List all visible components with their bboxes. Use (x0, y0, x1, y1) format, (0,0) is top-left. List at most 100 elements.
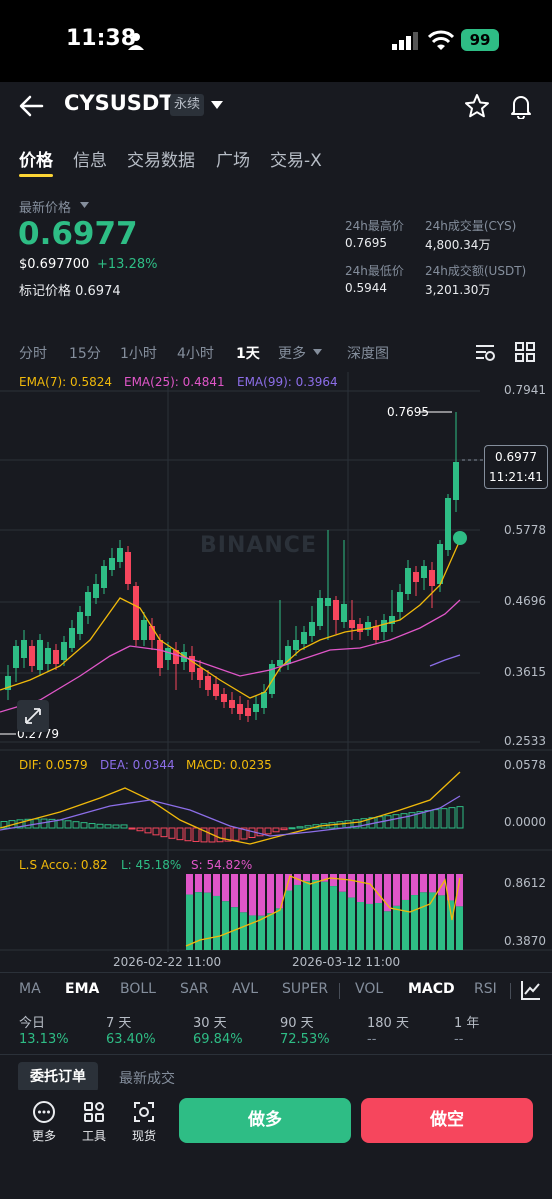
tab-trading-data[interactable]: 交易数据 (127, 151, 195, 171)
indicator-avl[interactable]: AVL (232, 981, 259, 997)
tab-open-orders[interactable]: 委托订单 (18, 1062, 98, 1092)
status-time: 11:38 (66, 26, 137, 51)
perf-value-1y: -- (454, 1032, 464, 1047)
indicator-ema[interactable]: EMA (65, 981, 100, 997)
macd-histogram-bar (448, 807, 456, 829)
macd-histogram-bar (408, 812, 416, 829)
short-ratio-bar (447, 874, 454, 901)
current-price-value: 0.6977 (495, 450, 537, 464)
indicator-macd[interactable]: MACD (408, 981, 455, 997)
short-ratio-bar (393, 874, 400, 906)
bullish-candle (21, 640, 27, 658)
long-ratio-bar (267, 913, 274, 950)
sell-short-button[interactable]: 做空 (361, 1098, 533, 1143)
date-axis-tick: 2026-03-12 11:00 (292, 955, 401, 969)
tab-info[interactable]: 信息 (73, 151, 107, 171)
tools-button[interactable]: 工具 (74, 1100, 114, 1144)
indicator-super[interactable]: SUPER (282, 981, 329, 997)
interval-depth[interactable]: 深度图 (347, 346, 389, 362)
bullish-candle (141, 620, 147, 640)
tab-trade-x[interactable]: 交易-X (270, 151, 322, 171)
short-ratio-bar (348, 874, 355, 898)
perf-value-180d: -- (367, 1032, 377, 1047)
chart-settings-icon[interactable] (474, 342, 496, 362)
perf-value-30d: 69.84% (193, 1032, 243, 1047)
tab-square[interactable]: 广场 (216, 151, 250, 171)
macd-axis-tick: 0.0000 (504, 815, 546, 829)
macd-histogram-bar (264, 827, 272, 835)
star-icon[interactable] (464, 93, 490, 119)
macd-histogram-bar (104, 824, 112, 829)
indicator-sar[interactable]: SAR (180, 981, 209, 997)
interval-1h[interactable]: 1小时 (120, 346, 157, 362)
macd-histogram-bar (384, 815, 392, 829)
tab-price[interactable]: 价格 (19, 151, 53, 171)
latest-price-label[interactable]: 最新价格 (19, 201, 72, 216)
long-ratio-bar (366, 903, 373, 950)
change-percent: +13.28% (97, 257, 158, 272)
indicator-ma[interactable]: MA (19, 981, 41, 997)
bottom-action-bar: 更多 工具 现货 做多 做空 (0, 1090, 552, 1199)
ls-long-legend: L: 45.18% (121, 858, 182, 872)
interval-more[interactable]: 更多 (278, 346, 306, 362)
short-ratio-bar (339, 874, 346, 892)
main-tabs: 价格 信息 交易数据 广场 交易-X (0, 140, 552, 180)
short-ratio-bar (231, 874, 238, 908)
expand-chart-button[interactable] (17, 700, 49, 732)
long-ratio-bar (240, 912, 247, 950)
perf-value-7d: 63.40% (106, 1032, 156, 1047)
price-axis-tick: 0.5778 (504, 523, 546, 537)
bullish-candle (109, 558, 115, 570)
indicator-vol[interactable]: VOL (355, 981, 384, 997)
candlestick-chart[interactable] (0, 372, 552, 952)
bullish-candle (381, 620, 387, 632)
bullish-candle (277, 660, 283, 666)
more-button[interactable]: 更多 (24, 1100, 64, 1144)
long-ratio-bar (402, 899, 409, 950)
macd-histogram-bar (440, 808, 448, 829)
ls-axis-tick: 0.3870 (504, 934, 546, 948)
interval-1d[interactable]: 1天 (236, 346, 260, 362)
bullish-candle (61, 642, 67, 660)
more-icon (33, 1101, 55, 1123)
spot-button[interactable]: 现货 (124, 1100, 164, 1144)
price-axis-tick: 0.4696 (504, 594, 546, 608)
caret-down-icon[interactable] (80, 202, 89, 208)
back-arrow-icon[interactable] (18, 94, 44, 118)
interval-time[interactable]: 分时 (19, 346, 47, 362)
bearish-candle (373, 626, 379, 640)
bearish-candle (197, 668, 203, 680)
long-ratio-bar (330, 886, 337, 950)
macd-histogram-bar (72, 821, 80, 829)
caret-down-icon[interactable] (313, 349, 322, 355)
bullish-candle (117, 548, 123, 562)
interval-4h[interactable]: 4小时 (177, 346, 214, 362)
long-ratio-bar (384, 911, 391, 950)
long-ratio-bar (321, 881, 328, 950)
short-ratio-bar (186, 874, 193, 895)
macd-histogram-bar (96, 823, 104, 829)
symbol-title[interactable]: CYSUSDT (64, 91, 174, 115)
caret-down-icon[interactable] (211, 101, 223, 109)
bullish-candle (77, 612, 83, 634)
bullish-candle (301, 632, 307, 644)
macd-histogram-bar (352, 819, 360, 829)
tab-latest-trades[interactable]: 最新成交 (119, 1071, 175, 1087)
bullish-candle (453, 462, 459, 500)
indicator-boll[interactable]: BOLL (120, 981, 156, 997)
bell-icon[interactable] (508, 93, 534, 119)
ema25-legend: EMA(25): 0.4841 (124, 375, 225, 389)
grid-layout-icon[interactable] (514, 342, 536, 362)
macd-histogram-bar (224, 827, 232, 842)
short-ratio-bar (402, 874, 409, 900)
macd-histogram-bar (208, 827, 216, 843)
buy-long-button[interactable]: 做多 (179, 1098, 351, 1143)
low-24h-label: 24h最低价 (345, 264, 404, 278)
indicator-rsi[interactable]: RSI (474, 981, 497, 997)
short-ratio-bar (420, 874, 427, 893)
interval-15m[interactable]: 15分 (69, 346, 101, 362)
long-ratio-bar (186, 894, 193, 950)
line-chart-icon[interactable] (520, 979, 542, 1001)
macd-histogram-bar (280, 827, 288, 831)
short-ratio-bar (411, 874, 418, 896)
